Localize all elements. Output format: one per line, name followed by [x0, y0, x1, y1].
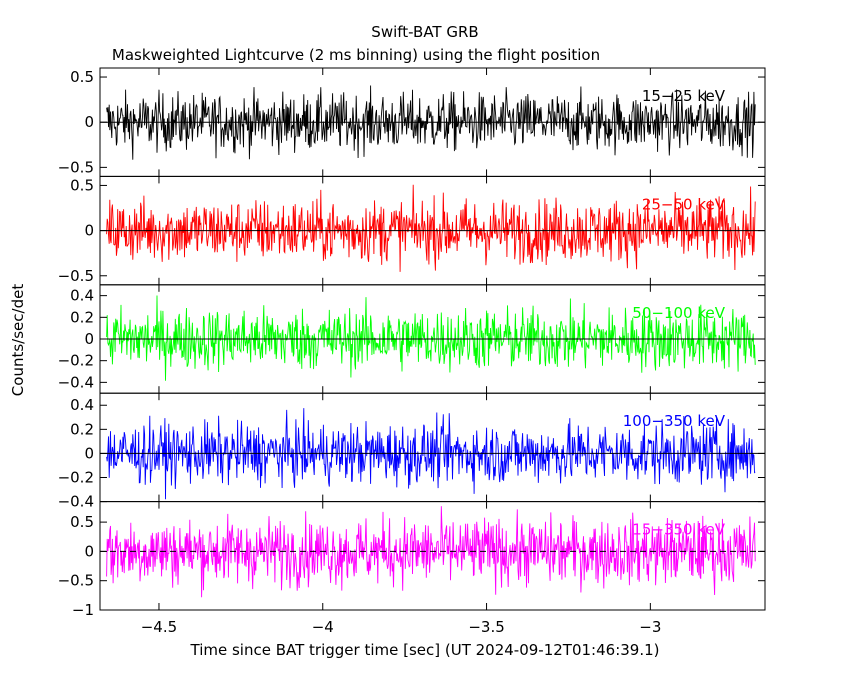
y-tick-label: 0 [84, 113, 94, 131]
y-tick-label: −0.4 [58, 373, 94, 391]
panel-1: 0.5 0 −0.5 15−25 keV [58, 67, 766, 177]
chart-title: Swift-BAT GRB [371, 23, 478, 41]
band-label: 100−350 keV [623, 412, 726, 430]
panels-layer: 0.5 0 −0.5 15−25 keV 0.5 0 −0.5 25−50 keV 0.4 0.2… [58, 67, 766, 619]
y-tick-label: 0 [84, 330, 94, 348]
y-tick-label: −0.5 [58, 572, 94, 590]
y-tick-label: −0.4 [58, 493, 94, 511]
band-label: 15−25 keV [642, 87, 726, 105]
x-tick-label: −4.5 [141, 618, 177, 636]
y-tick-label: −1 [72, 601, 94, 619]
y-tick-label: 0 [84, 444, 94, 462]
panel-frame [99, 501, 766, 611]
y-tick-label: 0.5 [70, 176, 94, 194]
y-tick-label: 0.4 [70, 396, 94, 414]
panel-3: 0.4 0.2 0 −0.2 −0.4 50−100 keV [58, 284, 766, 394]
y-tick-label: 0.5 [70, 513, 94, 531]
x-axis-label: Time since BAT trigger time [sec] (UT 20… [190, 641, 660, 659]
lightcurve-trace [106, 85, 756, 160]
band-label: 25−50 keV [642, 195, 726, 213]
panel-2: 0.5 0 −0.5 25−50 keV [58, 175, 766, 286]
x-tick-label: −4 [312, 618, 334, 636]
y-tick-label: 0.2 [70, 420, 94, 438]
x-tick-label: −3 [639, 618, 661, 636]
y-tick-label: −0.5 [58, 267, 94, 285]
chart-subtitle: Maskweighted Lightcurve (2 ms binning) u… [112, 46, 600, 64]
y-tick-label: 0.5 [70, 68, 94, 86]
band-label: 15−350 keV [632, 521, 725, 539]
lightcurve-trace [106, 184, 756, 272]
x-axis: −4.5 −4 −3.5 −3 [141, 618, 662, 636]
y-tick-label: −0.5 [58, 158, 94, 176]
panel-4: 0.4 0.2 0 −0.2 −0.4 100−350 keV [58, 392, 766, 511]
y-tick-label: −0.2 [58, 469, 94, 487]
y-tick-label: 0.4 [70, 287, 94, 305]
panel-5: 0.5 0 −0.5 −1 15−350 keV [58, 501, 766, 619]
lightcurve-trace [106, 295, 756, 381]
lightcurve-trace [106, 506, 756, 598]
y-tick-label: 0 [84, 222, 94, 240]
y-tick-label: 0 [84, 542, 94, 560]
y-tick-label: 0.2 [70, 308, 94, 326]
y-tick-label: −0.2 [58, 352, 94, 370]
y-axis-label: Counts/sec/det [9, 284, 27, 397]
x-tick-label: −3.5 [468, 618, 504, 636]
lightcurve-trace [106, 408, 756, 500]
band-label: 50−100 keV [632, 304, 725, 322]
